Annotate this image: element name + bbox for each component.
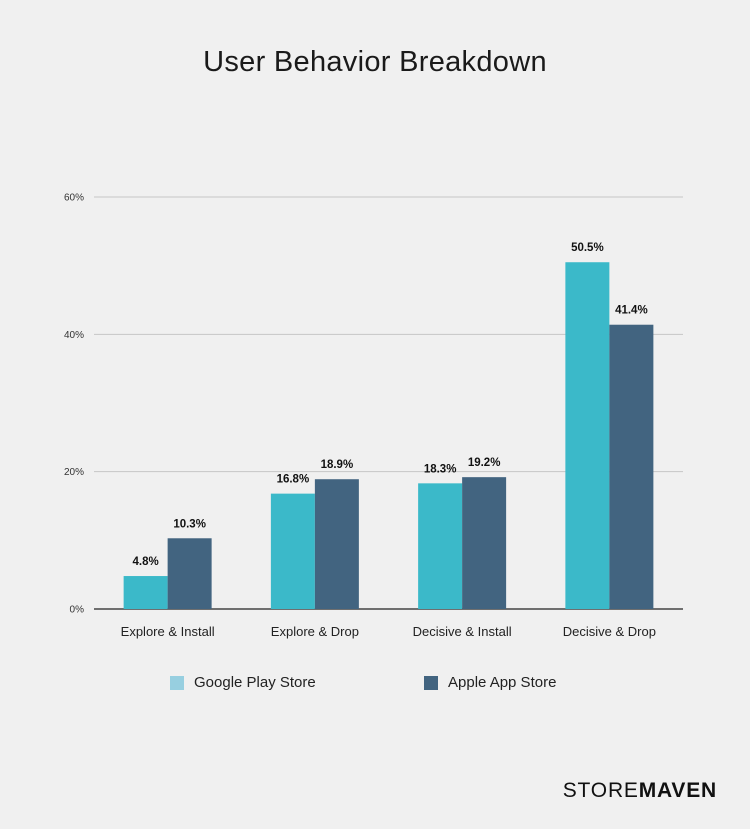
y-tick-label: 60% <box>64 193 84 204</box>
data-label: 4.8% <box>133 556 159 568</box>
bar-google <box>418 483 463 609</box>
x-tick-label: Decisive & Install <box>413 624 512 639</box>
y-tick-label: 0% <box>70 605 85 616</box>
x-tick-label: Explore & Install <box>121 624 215 639</box>
legend: Google Play Store Apple App Store <box>170 674 590 696</box>
brand-part-maven: MAVEN <box>638 779 717 802</box>
bar-apple <box>314 479 359 609</box>
data-label: 10.3% <box>173 518 206 530</box>
data-label: 41.4% <box>615 305 648 317</box>
brand-logo: STOREMAVEN <box>563 779 717 803</box>
legend-label-apple: Apple App Store <box>448 674 557 691</box>
data-label: 18.9% <box>321 459 354 471</box>
x-tick-label: Explore & Drop <box>271 624 359 639</box>
bar-google <box>123 576 168 609</box>
legend-swatch-google <box>170 675 184 690</box>
bar-google <box>565 262 610 609</box>
y-tick-label: 20% <box>64 467 84 478</box>
x-tick-label: Decisive & Drop <box>563 624 656 639</box>
chart-title: User Behavior Breakdown <box>203 46 547 78</box>
bar-apple <box>462 477 507 609</box>
y-tick-label: 40% <box>64 330 84 341</box>
bar-google <box>270 493 315 609</box>
legend-label-google: Google Play Store <box>194 674 316 691</box>
bar-apple <box>167 538 212 609</box>
data-label: 16.8% <box>277 474 310 486</box>
legend-swatch-apple <box>424 675 438 690</box>
bar-apple <box>609 324 654 609</box>
data-label: 18.3% <box>424 463 457 475</box>
data-label: 50.5% <box>571 242 604 254</box>
brand-part-store: STORE <box>562 779 639 802</box>
legend-item-google: Google Play Store <box>170 674 316 691</box>
legend-item-apple: Apple App Store <box>424 674 556 691</box>
data-label: 19.2% <box>468 457 501 469</box>
